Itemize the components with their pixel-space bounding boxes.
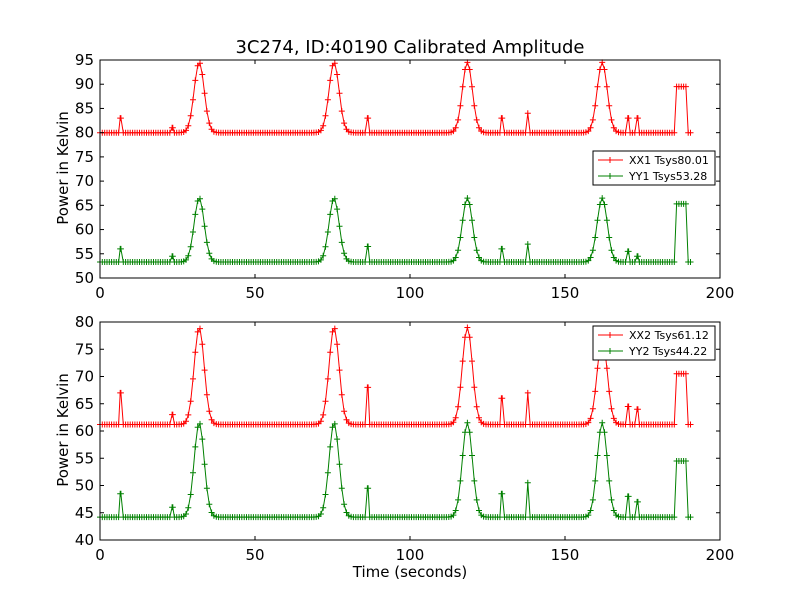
legend-entry: XX1 Tsys80.01 [629,154,709,167]
y-axis-label-top: Power in Kelvin [54,111,72,225]
legend-box [592,150,716,186]
y-tick-label: 50 [75,269,94,287]
x-tick-label: 0 [95,284,105,302]
x-tick-label: 0 [95,546,105,564]
x-tick-label: 50 [245,284,264,302]
y-tick-label: 70 [75,368,94,386]
x-tick-label: 150 [551,284,580,302]
y-tick-label: 60 [75,422,94,440]
top-panel: 3C274, ID:40190 Calibrated Amplitude Pow… [54,37,734,302]
y-tick-label: 85 [75,99,94,117]
x-tick-label: 150 [551,546,580,564]
x-tick-label: 200 [706,546,735,564]
y-tick-label: 80 [75,313,94,331]
series-1 [97,59,694,136]
y-tick-label: 75 [75,340,94,358]
y-axis-label-bottom: Power in Kelvin [54,373,72,487]
y-tick-label: 45 [75,504,94,522]
y-tick-label: 40 [75,531,94,549]
y-tick-label: 55 [75,245,94,263]
x-tick-label: 200 [706,284,735,302]
legend-entry: YY1 Tsys53.28 [628,170,707,183]
bottom-plot-area: 0 50 100 150 200 40 45 50 55 60 65 70 75 80 XX2 Tsys61… [75,313,734,564]
x-axis-label: Time (seconds) [352,563,468,581]
y-tick-label: 65 [75,395,94,413]
legend-box [592,325,716,361]
y-tick-label: 55 [75,449,94,467]
legend: XX2 Tsys61.12 YY2 Tsys44.22 [592,325,716,361]
x-tick-label: 100 [396,546,425,564]
legend-marker [607,157,613,163]
y-tick-label: 70 [75,172,94,190]
legend-entry: YY2 Tsys44.22 [628,345,707,358]
y-tick-label: 75 [75,148,94,166]
y-tick-label: 60 [75,221,94,239]
chart-title: 3C274, ID:40190 Calibrated Amplitude [235,37,584,58]
y-tick-label: 65 [75,196,94,214]
y-tick-label: 80 [75,124,94,142]
y-tick-label: 90 [75,75,94,93]
legend-marker [607,348,613,354]
legend-marker [607,332,613,338]
legend-entry: XX2 Tsys61.12 [629,329,709,342]
bottom-panel: Power in Kelvin Time (seconds) 0 50 100 150… [54,313,734,581]
y-tick-label: 95 [75,51,94,69]
x-tick-label: 50 [245,546,264,564]
y-tick-label: 50 [75,477,94,495]
x-tick-label: 100 [396,284,425,302]
legend: XX1 Tsys80.01 YY1 Tsys53.28 [592,150,716,186]
series-2 [97,195,694,265]
legend-marker [607,173,613,179]
